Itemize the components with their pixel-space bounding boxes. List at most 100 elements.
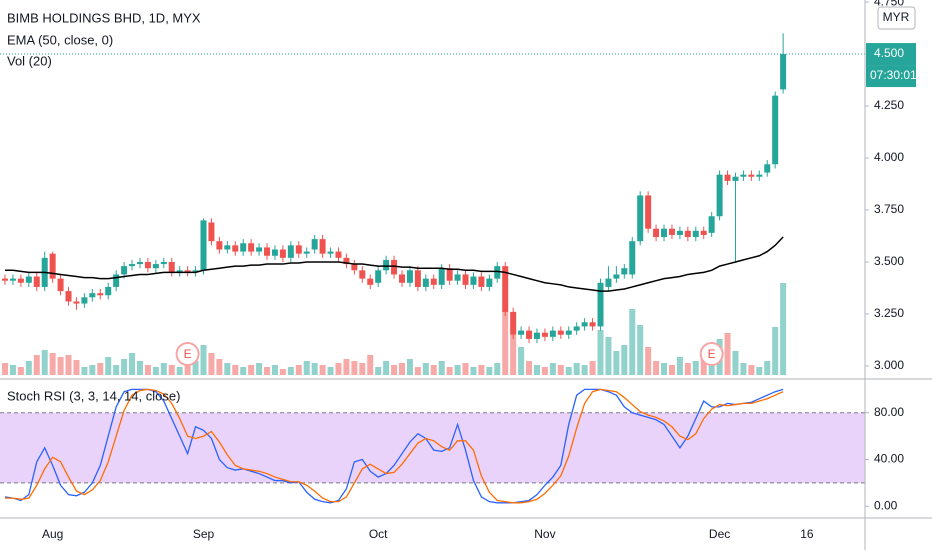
candle-body <box>518 330 525 335</box>
candle-body <box>605 278 612 287</box>
volume-bar <box>470 367 477 375</box>
volume-bar <box>533 365 540 375</box>
volume-bar <box>168 365 175 375</box>
candle-body <box>144 261 151 269</box>
volume-bar <box>303 361 310 375</box>
volume-bar <box>113 365 120 375</box>
y-tick-label: 4.750 <box>874 0 904 8</box>
volume-bar <box>295 365 302 375</box>
candle-body <box>9 278 16 281</box>
volume-bar <box>33 355 40 375</box>
x-tick-label: Dec <box>709 527 730 541</box>
candle-body <box>351 264 358 271</box>
volume-bar <box>144 365 151 375</box>
candle-body <box>557 330 564 335</box>
volume-bar <box>319 365 326 375</box>
volume-bar <box>367 355 374 375</box>
volume-bar <box>351 361 358 375</box>
volume-bar <box>216 359 223 375</box>
candle-body <box>573 326 580 331</box>
candle-body <box>25 276 32 283</box>
volume-bar <box>605 337 612 375</box>
candle-body <box>335 251 342 258</box>
volume-bar <box>57 357 64 375</box>
candle-body <box>248 243 255 252</box>
volume-bar <box>160 363 167 375</box>
candle-body <box>359 270 366 279</box>
candle-body <box>271 249 278 256</box>
volume-bar <box>136 361 143 375</box>
volume-bar <box>97 363 104 375</box>
volume-bar <box>81 367 88 375</box>
oscillator-line <box>5 388 784 504</box>
candle-body <box>303 251 310 254</box>
volume-bar <box>414 367 421 375</box>
candle-body <box>732 176 739 181</box>
volume-bar <box>25 361 32 375</box>
volume-bar <box>486 367 493 375</box>
axes: 3.000 3.250 3.500 3.750 4.000 4.250 4.750 0.00 4… <box>42 0 917 541</box>
x-tick-label: Aug <box>42 527 63 541</box>
volume-bar <box>549 363 556 375</box>
candle-body <box>295 245 302 254</box>
volume-bar <box>17 367 24 375</box>
candle-body <box>772 95 779 165</box>
candle-body <box>343 257 350 265</box>
volume-bar <box>700 359 707 375</box>
candle-body <box>391 259 398 275</box>
candle-body <box>192 270 199 273</box>
candle-body <box>383 259 390 271</box>
candle-body <box>533 332 540 339</box>
volume-bar <box>668 365 675 375</box>
volume-bar <box>518 347 525 375</box>
y-tick-label: 80.00 <box>874 405 904 419</box>
volume-bar <box>557 365 564 375</box>
candle-body <box>565 330 572 335</box>
x-tick-label: 16 <box>800 527 814 541</box>
oscillator-line <box>4 388 784 504</box>
candle-body <box>414 270 421 287</box>
volume-bar <box>184 365 191 375</box>
volume-bar <box>208 353 215 375</box>
candle-body <box>684 230 691 238</box>
candle-body <box>327 251 334 254</box>
volume-bar <box>645 347 652 375</box>
volume-bar <box>526 361 533 375</box>
candle-body <box>2 278 8 281</box>
volume-bar <box>271 365 278 375</box>
candle-body <box>510 311 517 335</box>
candle-body <box>692 230 699 238</box>
candle-body <box>740 174 747 177</box>
candle-body <box>549 330 556 337</box>
currency: MYR <box>883 10 910 24</box>
volume-bar <box>41 350 48 375</box>
y-tick-label: 4.250 <box>874 98 904 112</box>
candle-body <box>113 274 120 287</box>
volume-bar <box>613 351 620 375</box>
volume-bar <box>383 361 390 375</box>
candle-body <box>780 54 787 90</box>
volume-bar <box>430 365 437 375</box>
volume-bar <box>232 365 239 375</box>
volume-bar <box>589 361 596 375</box>
volume-bar <box>192 361 199 375</box>
y-tick-label: 0.00 <box>874 498 898 512</box>
volume-bar <box>129 353 136 375</box>
volume-bar <box>772 327 779 375</box>
volume-bar <box>502 311 509 375</box>
candle-body <box>478 276 485 287</box>
candle-body <box>375 270 382 283</box>
candle-body <box>613 274 620 279</box>
candle-body <box>17 278 24 283</box>
candle-body <box>136 261 143 265</box>
volume-bar <box>406 359 413 375</box>
candle-body <box>502 266 509 312</box>
candle-body <box>621 268 628 275</box>
volume-bar <box>621 345 628 375</box>
candle-body <box>629 241 636 275</box>
y-tick-label: 3.500 <box>874 254 904 268</box>
volume-bar <box>89 365 96 375</box>
y-tick-label: 3.250 <box>874 306 904 320</box>
